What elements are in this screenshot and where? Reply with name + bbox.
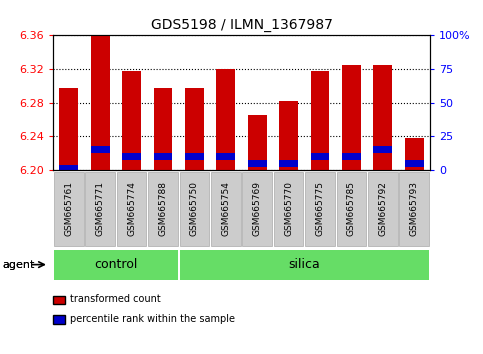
Text: GSM665754: GSM665754 [221, 181, 230, 236]
Text: agent: agent [2, 259, 35, 270]
Bar [59, 87, 78, 170]
Text: silica: silica [288, 258, 320, 271]
Text: transformed count: transformed count [70, 294, 161, 304]
Bar [342, 153, 361, 160]
Bar [279, 160, 298, 167]
Bar [122, 71, 141, 170]
Text: GSM665788: GSM665788 [158, 181, 168, 236]
Text: GSM665769: GSM665769 [253, 181, 262, 236]
Bar [311, 153, 329, 160]
Bar [279, 101, 298, 170]
Bar [185, 87, 204, 170]
Bar [405, 138, 424, 170]
Bar [248, 115, 267, 170]
Text: GSM665793: GSM665793 [410, 181, 419, 236]
Bar [154, 87, 172, 170]
Text: percentile rank within the sample: percentile rank within the sample [70, 314, 235, 324]
Bar [405, 160, 424, 167]
Bar [154, 153, 172, 160]
Text: GSM665770: GSM665770 [284, 181, 293, 236]
Bar [216, 153, 235, 160]
Bar [216, 69, 235, 170]
Text: GSM665792: GSM665792 [378, 181, 387, 236]
Text: agent: agent [3, 259, 35, 270]
Text: control: control [94, 258, 138, 271]
Bar [373, 65, 392, 170]
Text: GSM665771: GSM665771 [96, 181, 105, 236]
Bar [91, 35, 110, 170]
Bar [91, 147, 110, 153]
Text: GSM665774: GSM665774 [127, 181, 136, 236]
Bar [248, 160, 267, 167]
Text: GSM665761: GSM665761 [64, 181, 73, 236]
Text: GSM665785: GSM665785 [347, 181, 356, 236]
Bar [59, 165, 78, 172]
Bar [185, 153, 204, 160]
Title: GDS5198 / ILMN_1367987: GDS5198 / ILMN_1367987 [151, 18, 332, 32]
Bar [122, 153, 141, 160]
Bar [342, 65, 361, 170]
Text: GSM665775: GSM665775 [315, 181, 325, 236]
Bar [373, 147, 392, 153]
Bar [311, 71, 329, 170]
Text: GSM665750: GSM665750 [190, 181, 199, 236]
